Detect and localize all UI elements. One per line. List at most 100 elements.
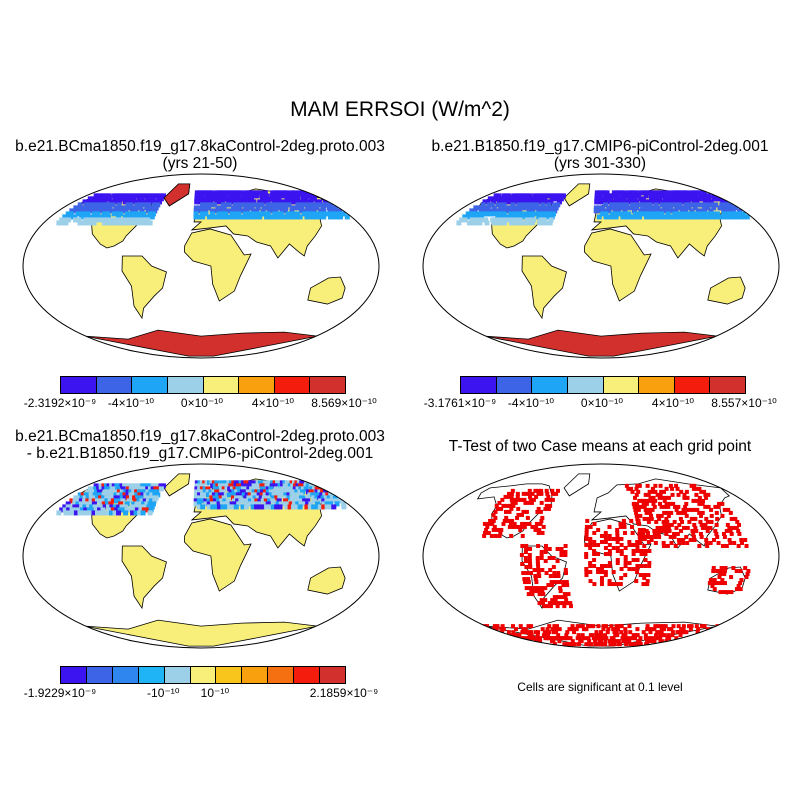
grid-cell — [213, 501, 219, 507]
grid-cell — [101, 211, 107, 217]
significant-cell — [533, 589, 538, 594]
grid-cell — [485, 199, 491, 205]
grid-cell — [330, 498, 336, 504]
significant-cell — [684, 507, 689, 512]
grid-cell — [519, 205, 525, 211]
significant-cell — [570, 624, 575, 629]
grid-cell — [122, 492, 128, 498]
significant-cell — [643, 564, 648, 569]
grid-cell — [227, 214, 233, 220]
grid-cell — [606, 205, 612, 211]
significant-cell — [501, 521, 506, 526]
significant-cell — [658, 492, 663, 497]
grid-cell — [286, 202, 292, 208]
grid-cell — [149, 492, 155, 498]
grid-cell — [98, 483, 104, 489]
grid-cell — [94, 205, 100, 211]
grid-cell — [147, 495, 153, 501]
significant-cell — [623, 564, 628, 569]
grid-cell — [287, 483, 293, 489]
grid-cell — [549, 214, 555, 220]
grid-cell — [620, 202, 626, 208]
grid-cell — [92, 214, 98, 220]
grid-cell — [555, 202, 561, 208]
significant-cell — [534, 524, 539, 529]
significant-cell — [627, 567, 632, 572]
significant-cell — [539, 488, 544, 493]
significant-cell — [627, 624, 632, 629]
grid-cell — [234, 205, 240, 211]
significant-cell — [548, 604, 553, 609]
grid-cell — [267, 498, 273, 504]
grid-cell — [158, 196, 164, 202]
grid-cell — [279, 208, 285, 214]
significant-cell — [653, 483, 658, 488]
significant-cell — [650, 486, 655, 491]
grid-cell — [329, 205, 335, 211]
significant-cell — [618, 524, 623, 529]
significant-cell — [703, 522, 708, 527]
grid-cell — [673, 196, 679, 202]
grid-cell — [486, 202, 492, 208]
significant-cell — [592, 539, 597, 544]
colorbar-swatch — [567, 377, 604, 393]
significant-cell — [708, 578, 713, 583]
grid-cell — [626, 211, 632, 217]
significant-cell — [501, 503, 506, 508]
significant-cell — [643, 636, 648, 641]
grid-cell — [469, 214, 475, 220]
land-antarctica — [84, 329, 318, 357]
grid-cell — [707, 202, 713, 208]
grid-cell — [292, 495, 298, 501]
grid-cell — [613, 214, 619, 220]
grid-cell — [257, 498, 263, 504]
grid-cell — [76, 217, 82, 223]
significant-cell — [584, 570, 589, 575]
grid-cell — [101, 486, 107, 492]
grid-cell — [249, 205, 255, 211]
grid-cell — [205, 196, 211, 202]
significant-cell — [692, 522, 697, 527]
grid-cell — [511, 199, 517, 205]
significant-cell — [711, 566, 716, 571]
grid-cell — [337, 208, 343, 214]
grid-cell — [267, 214, 273, 220]
grid-cell — [134, 501, 140, 507]
grid-cell — [524, 211, 530, 217]
grid-cell — [621, 196, 627, 202]
significant-cell — [563, 568, 568, 573]
grid-cell — [520, 196, 526, 202]
grid-cell — [545, 208, 551, 214]
grid-cell — [150, 501, 156, 507]
grid-cell — [96, 196, 102, 202]
significant-cell — [649, 537, 654, 542]
grid-cell — [233, 214, 239, 220]
grid-cell — [611, 199, 617, 205]
grid-cell — [75, 208, 81, 214]
grid-cell — [300, 199, 306, 205]
significant-cell — [593, 639, 598, 644]
grid-cell — [277, 489, 283, 495]
significant-cell — [697, 498, 702, 503]
significant-cell — [543, 598, 548, 603]
grid-cell — [108, 489, 114, 495]
significant-cell — [572, 627, 577, 632]
grid-cell — [277, 193, 283, 199]
significant-cell — [515, 524, 520, 529]
grid-cell — [225, 498, 231, 504]
grid-cell — [272, 193, 278, 199]
grid-cell — [106, 193, 112, 199]
significant-cell — [523, 500, 528, 505]
significant-cell — [663, 525, 668, 530]
significant-cell — [507, 509, 512, 514]
significant-cell — [492, 524, 497, 529]
grid-cell — [282, 193, 288, 199]
grid-cell — [708, 199, 714, 205]
grid-cell — [537, 220, 543, 226]
grid-cell — [713, 202, 719, 208]
grid-cell — [724, 208, 730, 214]
significant-cell — [489, 533, 494, 538]
significant-cell — [661, 540, 666, 545]
colorbar-swatch — [138, 667, 165, 683]
grid-cell — [271, 205, 277, 211]
